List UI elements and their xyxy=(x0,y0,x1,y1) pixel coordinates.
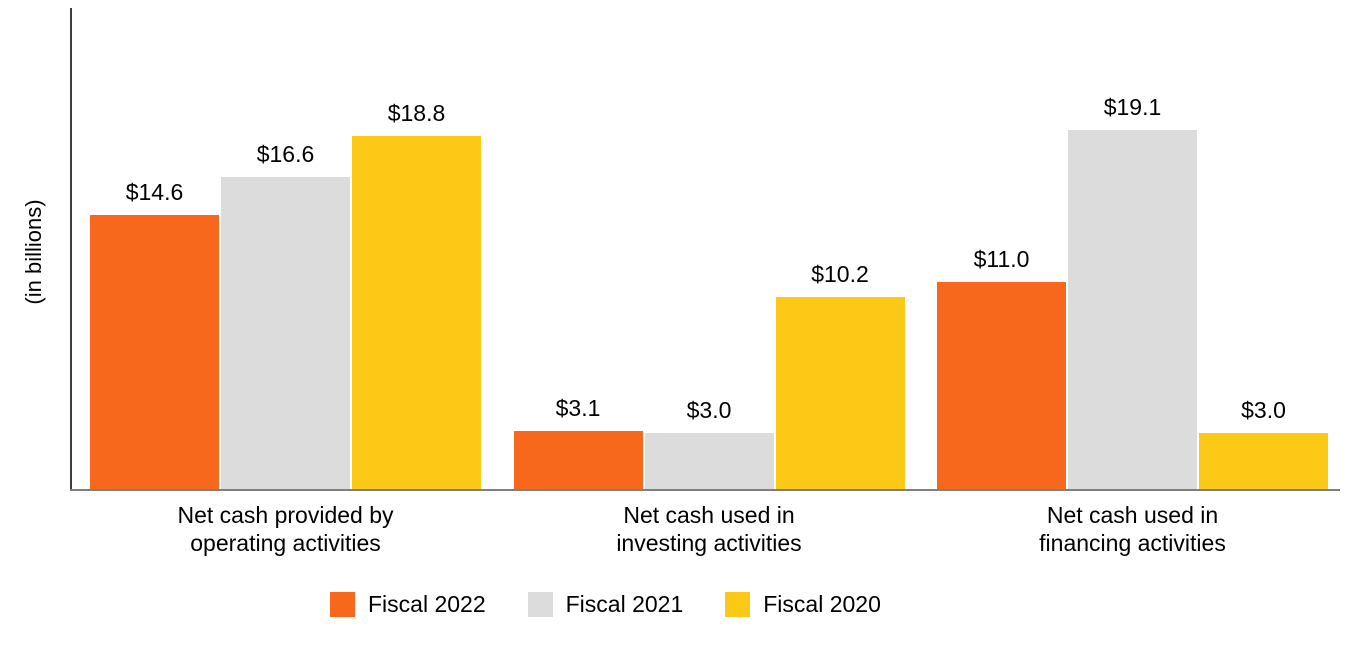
bar-fiscal-2022 xyxy=(937,282,1066,489)
bar-fiscal-2021 xyxy=(1068,129,1197,489)
bar-group-1: $14.6 $16.6 $18.8 xyxy=(90,0,481,489)
category-label: Net cash used in financing activities xyxy=(1039,502,1226,556)
bar-column: $18.8 xyxy=(352,0,481,489)
bar-fiscal-2022 xyxy=(513,430,643,489)
bar-value-label: $3.0 xyxy=(1241,396,1286,423)
bar-column: $16.6 xyxy=(221,0,350,489)
bar-value-label: $16.6 xyxy=(256,140,315,167)
bar-column: $11.0 xyxy=(937,0,1066,489)
bar-column: $19.1 xyxy=(1068,0,1197,489)
bar-fiscal-2021 xyxy=(644,432,774,489)
bar-fiscal-2021 xyxy=(221,176,350,489)
bar-fiscal-2020 xyxy=(1199,432,1328,489)
bar-value-label: $19.1 xyxy=(1103,93,1162,120)
legend-label: Fiscal 2020 xyxy=(763,591,881,617)
bar-column: $10.2 xyxy=(775,0,905,489)
legend-label: Fiscal 2022 xyxy=(368,591,486,617)
category-label: Net cash provided by operating activitie… xyxy=(177,502,394,556)
bar-value-label: $18.8 xyxy=(387,99,446,126)
legend: Fiscal 2022 Fiscal 2021 Fiscal 2020 xyxy=(330,591,881,618)
bar-value-label: $10.2 xyxy=(811,261,869,288)
legend-item-fiscal-2020: Fiscal 2020 xyxy=(725,591,881,618)
bar-value-label: $3.0 xyxy=(686,396,732,423)
bar-column: $3.0 xyxy=(644,0,774,489)
legend-item-fiscal-2021: Fiscal 2021 xyxy=(527,591,684,618)
legend-item-fiscal-2022: Fiscal 2022 xyxy=(330,591,486,618)
y-axis-line xyxy=(70,8,72,491)
legend-swatch-fiscal-2021 xyxy=(527,592,553,617)
category-axis-labels: Net cash provided by operating activitie… xyxy=(72,502,1340,557)
category-label: Net cash used in investing activities xyxy=(616,502,802,556)
bar-value-label: $3.1 xyxy=(555,394,601,421)
bar-column: $14.6 xyxy=(90,0,219,489)
bar-value-label: $11.0 xyxy=(973,246,1030,273)
y-axis-label: (in billions) xyxy=(21,199,46,305)
legend-label: Fiscal 2021 xyxy=(565,591,684,617)
bar-column: $3.1 xyxy=(513,0,643,489)
x-axis-line xyxy=(70,489,1340,491)
bar-fiscal-2020 xyxy=(775,297,905,489)
bar-column: $3.0 xyxy=(1199,0,1328,489)
legend-swatch-fiscal-2020 xyxy=(725,592,751,617)
legend-swatch-fiscal-2022 xyxy=(330,592,355,617)
bar-fiscal-2022 xyxy=(90,214,219,489)
bar-value-label: $14.6 xyxy=(125,178,184,205)
plot-area: $14.6 $16.6 $18.8 $3.1 $3.0 $10.2 $11.0 $19.1 $3… xyxy=(72,0,1340,489)
bar-fiscal-2020 xyxy=(352,135,481,489)
bar-group-3: $11.0 $19.1 $3.0 xyxy=(937,0,1328,489)
bar-group-2: $3.1 $3.0 $10.2 xyxy=(513,0,905,489)
